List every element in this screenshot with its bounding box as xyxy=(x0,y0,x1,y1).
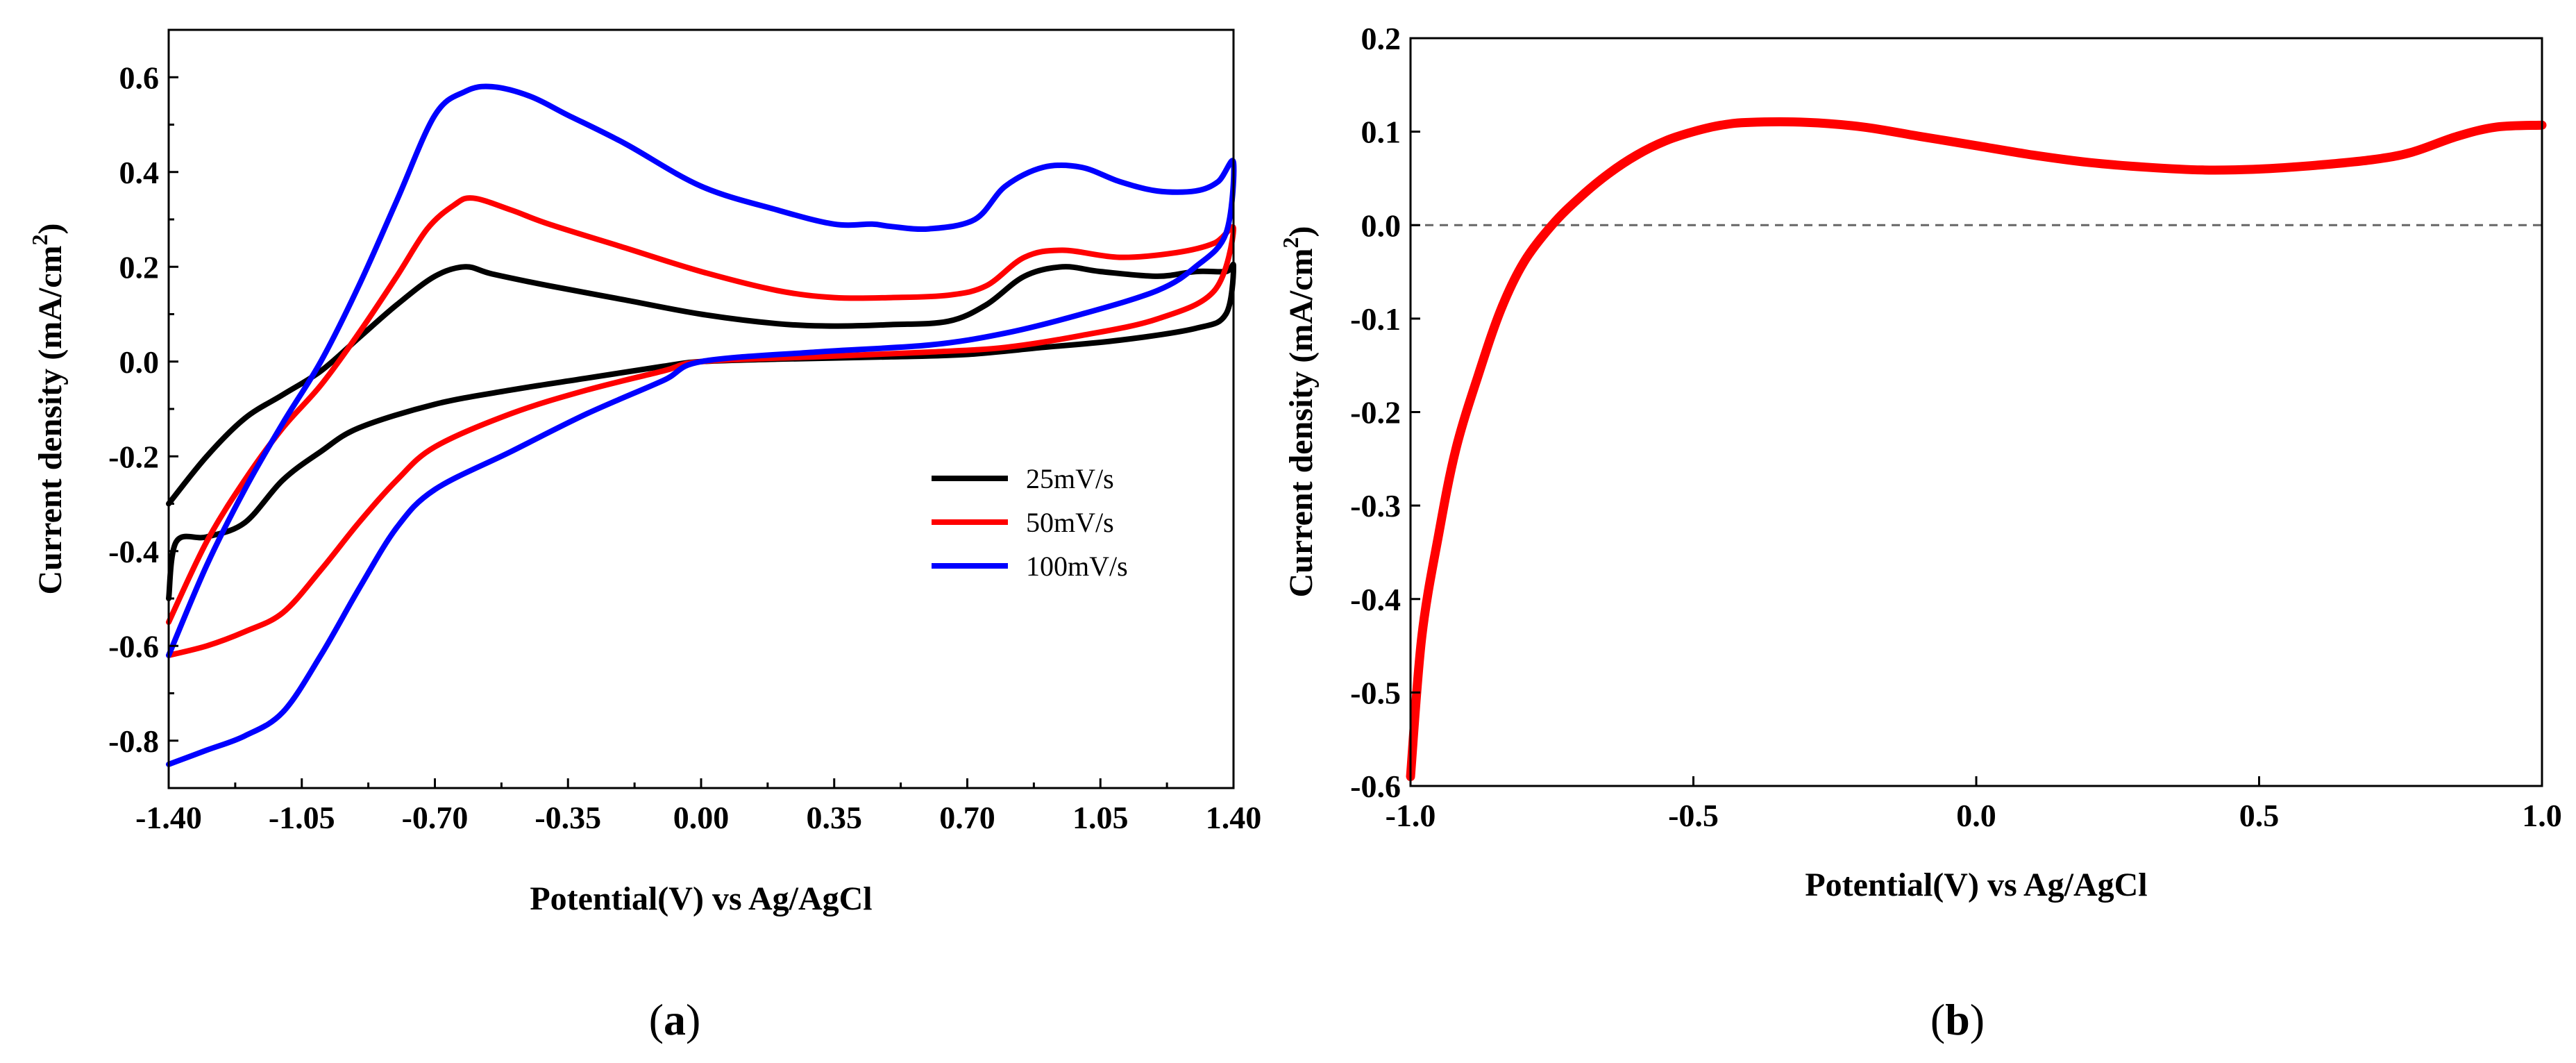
x-tick-label: -1.0 xyxy=(1386,798,1436,833)
panel-a-y-ticks: -0.8 -0.6 -0.4 -0.2 0.0 0.2 0.4 0.6 xyxy=(108,60,178,759)
y-tick-label: 0.0 xyxy=(119,344,160,380)
panel-b-series-group xyxy=(1406,117,2547,781)
x-tick-label: 0.0 xyxy=(1956,798,1996,833)
legend-label-50mv: 50mV/s xyxy=(1026,507,1114,538)
panel-b-y-axis-title: Current density (mA/cm2) xyxy=(1278,226,1320,597)
y-tick-label: -0.2 xyxy=(108,439,159,474)
x-tick-label: 0.70 xyxy=(939,800,995,835)
y-tick-label: 0.2 xyxy=(1361,21,1401,56)
panel-b-plot-frame xyxy=(1409,37,2543,787)
x-tick-label: -1.40 xyxy=(135,800,202,835)
panel-b-x-ticks: -1.0 -0.5 0.0 0.5 1.0 xyxy=(1386,776,2562,833)
y-tick-label: 0.6 xyxy=(119,60,160,95)
x-tick-label: -1.05 xyxy=(269,800,335,835)
panel-a-chart: -1.40 -1.05 -0.70 -0.35 0.00 0.35 0.70 1.05 1.40… xyxy=(27,28,1261,1044)
y-tick-label: 0.1 xyxy=(1361,115,1401,150)
y-tick-label: -0.5 xyxy=(1350,675,1401,710)
panel-a-y-axis-title: Current density (mA/cm2) xyxy=(27,223,69,594)
legend-label-25mv: 25mV/s xyxy=(1026,463,1114,494)
x-tick-label: -0.70 xyxy=(402,800,469,835)
y-tick-label: -0.4 xyxy=(1350,582,1401,617)
panel-b-x-axis-title: Potential(V) vs Ag/AgCl xyxy=(1805,867,2147,903)
y-tick-label: -0.1 xyxy=(1350,301,1401,337)
panel-b-label: (b) xyxy=(1930,995,1985,1044)
x-tick-label: -0.35 xyxy=(534,800,601,835)
panel-a-x-axis-title: Potential(V) vs Ag/AgCl xyxy=(530,880,872,917)
panel-a-label: (a) xyxy=(649,995,701,1044)
y-tick-label: -0.4 xyxy=(108,534,159,569)
panel-b-y-ticks: -0.6 -0.5 -0.4 -0.3 -0.2 -0.1 0.0 0.1 0.2 xyxy=(1350,21,1420,804)
series-line-25mvs xyxy=(166,261,1236,601)
x-tick-label: -0.5 xyxy=(1668,798,1719,833)
y-tick-label: -0.2 xyxy=(1350,395,1401,430)
series-line-lsv xyxy=(1406,117,2547,781)
y-tick-label: 0.0 xyxy=(1361,208,1401,243)
y-tick-label: -0.6 xyxy=(108,628,159,664)
panel-a-legend: 25mV/s 50mV/s 100mV/s xyxy=(932,463,1128,582)
y-tick-label: -0.3 xyxy=(1350,488,1401,524)
panel-a-series-group xyxy=(166,83,1237,767)
panel-a-plot-frame xyxy=(167,28,1235,789)
y-tick-label: -0.8 xyxy=(108,723,159,759)
x-tick-label: 0.35 xyxy=(807,800,863,835)
y-tick-label: 0.2 xyxy=(119,249,160,285)
panel-a-x-ticks: -1.40 -1.05 -0.70 -0.35 0.00 0.35 0.70 1.05 1.40 xyxy=(135,778,1261,835)
series-line-50mvs xyxy=(166,195,1236,658)
x-tick-label: 1.0 xyxy=(2522,798,2562,833)
x-tick-label: 0.00 xyxy=(673,800,730,835)
x-tick-label: 1.05 xyxy=(1072,800,1129,835)
y-tick-label: -0.6 xyxy=(1350,769,1401,804)
series-line-100mvs xyxy=(166,83,1237,767)
panel-b-chart: -1.0 -0.5 0.0 0.5 1.0 -0.6-0.5-0.4-0.3-0.2-0… xyxy=(1278,21,2562,1044)
x-tick-label: 0.5 xyxy=(2239,798,2280,833)
legend-label-100mv: 100mV/s xyxy=(1026,551,1128,582)
x-tick-label: 1.40 xyxy=(1206,800,1262,835)
y-tick-label: 0.4 xyxy=(119,155,160,190)
